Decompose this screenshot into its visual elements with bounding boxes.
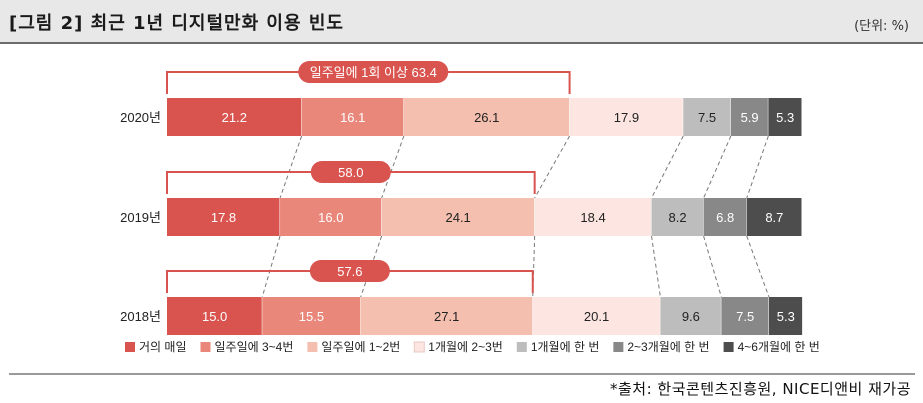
data-label: 20.1	[584, 309, 609, 324]
bar-segment	[360, 297, 533, 335]
data-label: 8.2	[669, 210, 687, 225]
data-label: 5.3	[777, 309, 795, 324]
bar-segment	[381, 198, 535, 236]
stacked-bar-chart: 2020년 21.2 16.1 26.1 17.9 7.5 5.9 5.3 일주일에 1회 이상…	[120, 61, 820, 354]
data-label: 16.1	[340, 110, 365, 125]
legend-label: 2~3개월에 한 번	[627, 340, 709, 354]
category-label: 2020년	[120, 110, 161, 125]
legend-swatch	[723, 342, 734, 352]
legend-label: 일주일에 3~4번	[215, 340, 294, 354]
data-label: 17.8	[211, 210, 236, 225]
connector-line	[703, 235, 722, 298]
bar-segment	[746, 198, 802, 236]
data-label: 16.0	[318, 210, 343, 225]
connector-line	[746, 135, 769, 199]
data-label: 26.1	[474, 110, 499, 125]
data-label: 7.5	[736, 309, 754, 324]
connector-line	[381, 135, 405, 199]
data-label: 5.3	[776, 110, 794, 125]
legend-label: 일주일에 1~2번	[321, 340, 400, 354]
legend-swatch	[413, 341, 425, 353]
bar-segment	[660, 297, 721, 335]
connector-line	[651, 135, 684, 199]
legend-label: 1개월에 한 번	[531, 340, 600, 354]
connector-line	[360, 235, 383, 298]
annotation-pill	[298, 61, 449, 83]
category-label: 2018년	[120, 309, 161, 324]
bar-segment	[301, 98, 404, 136]
figure-title: [그림 2] 최근 1년 디지털만화 이용 빈도	[9, 13, 344, 34]
legend-label: 4~6개월에 한 번	[738, 340, 820, 354]
bar-segment	[167, 98, 302, 136]
annotation-pill	[310, 161, 391, 183]
bar-segment	[651, 198, 704, 236]
unit-label: (단위: %)	[854, 19, 909, 34]
bar-segment	[262, 297, 361, 335]
annotation-label: 57.6	[337, 264, 362, 279]
footer-divider	[9, 373, 915, 375]
data-label: 15.5	[299, 309, 324, 324]
connector-line	[534, 135, 571, 199]
legend-swatch	[613, 342, 624, 352]
bar-segment	[532, 297, 660, 335]
bar-segment	[403, 98, 570, 136]
data-label: 17.9	[614, 110, 639, 125]
data-label: 21.2	[222, 110, 247, 125]
bar-segment	[703, 198, 747, 236]
data-label: 24.1	[445, 210, 470, 225]
legend-label: 1개월에 2~3번	[428, 340, 503, 354]
bar-segment	[683, 98, 731, 136]
legend-swatch	[307, 342, 318, 352]
bar-segment	[768, 98, 802, 136]
connector-line	[261, 235, 281, 298]
legend-swatch	[200, 342, 211, 352]
annotation-pill	[309, 260, 390, 282]
annotation-label: 일주일에 1회 이상 63.4	[310, 65, 437, 80]
data-label: 7.5	[698, 110, 716, 125]
data-label: 5.9	[741, 110, 759, 125]
connector-line	[279, 135, 303, 199]
connector-line	[651, 235, 661, 298]
connector-line	[746, 235, 770, 298]
bar-segment	[167, 297, 262, 335]
legend-label: 거의 매일	[139, 340, 187, 354]
bar-segment	[534, 198, 652, 236]
bar-segment	[569, 98, 683, 136]
data-label: 15.0	[202, 309, 227, 324]
bar-segment	[167, 198, 280, 236]
data-label: 6.8	[716, 210, 734, 225]
legend-swatch	[516, 342, 527, 352]
data-label: 9.6	[682, 309, 700, 324]
bar-segment	[721, 297, 769, 335]
chart-header: [그림 2] 최근 1년 디지털만화 이용 빈도 (단위: %)	[0, 0, 923, 44]
category-label: 2019년	[120, 210, 161, 225]
data-label: 8.7	[765, 210, 783, 225]
data-label: 27.1	[434, 309, 459, 324]
bar-segment	[730, 98, 768, 136]
data-label: 18.4	[580, 210, 605, 225]
connector-line	[703, 135, 732, 199]
source-note: *출처: 한국콘텐츠진흥원, NICE디앤비 재가공	[609, 380, 911, 398]
bar-segment	[280, 198, 382, 236]
legend-swatch	[125, 342, 135, 352]
bar-segment	[768, 297, 803, 335]
annotation-label: 58.0	[338, 165, 363, 180]
